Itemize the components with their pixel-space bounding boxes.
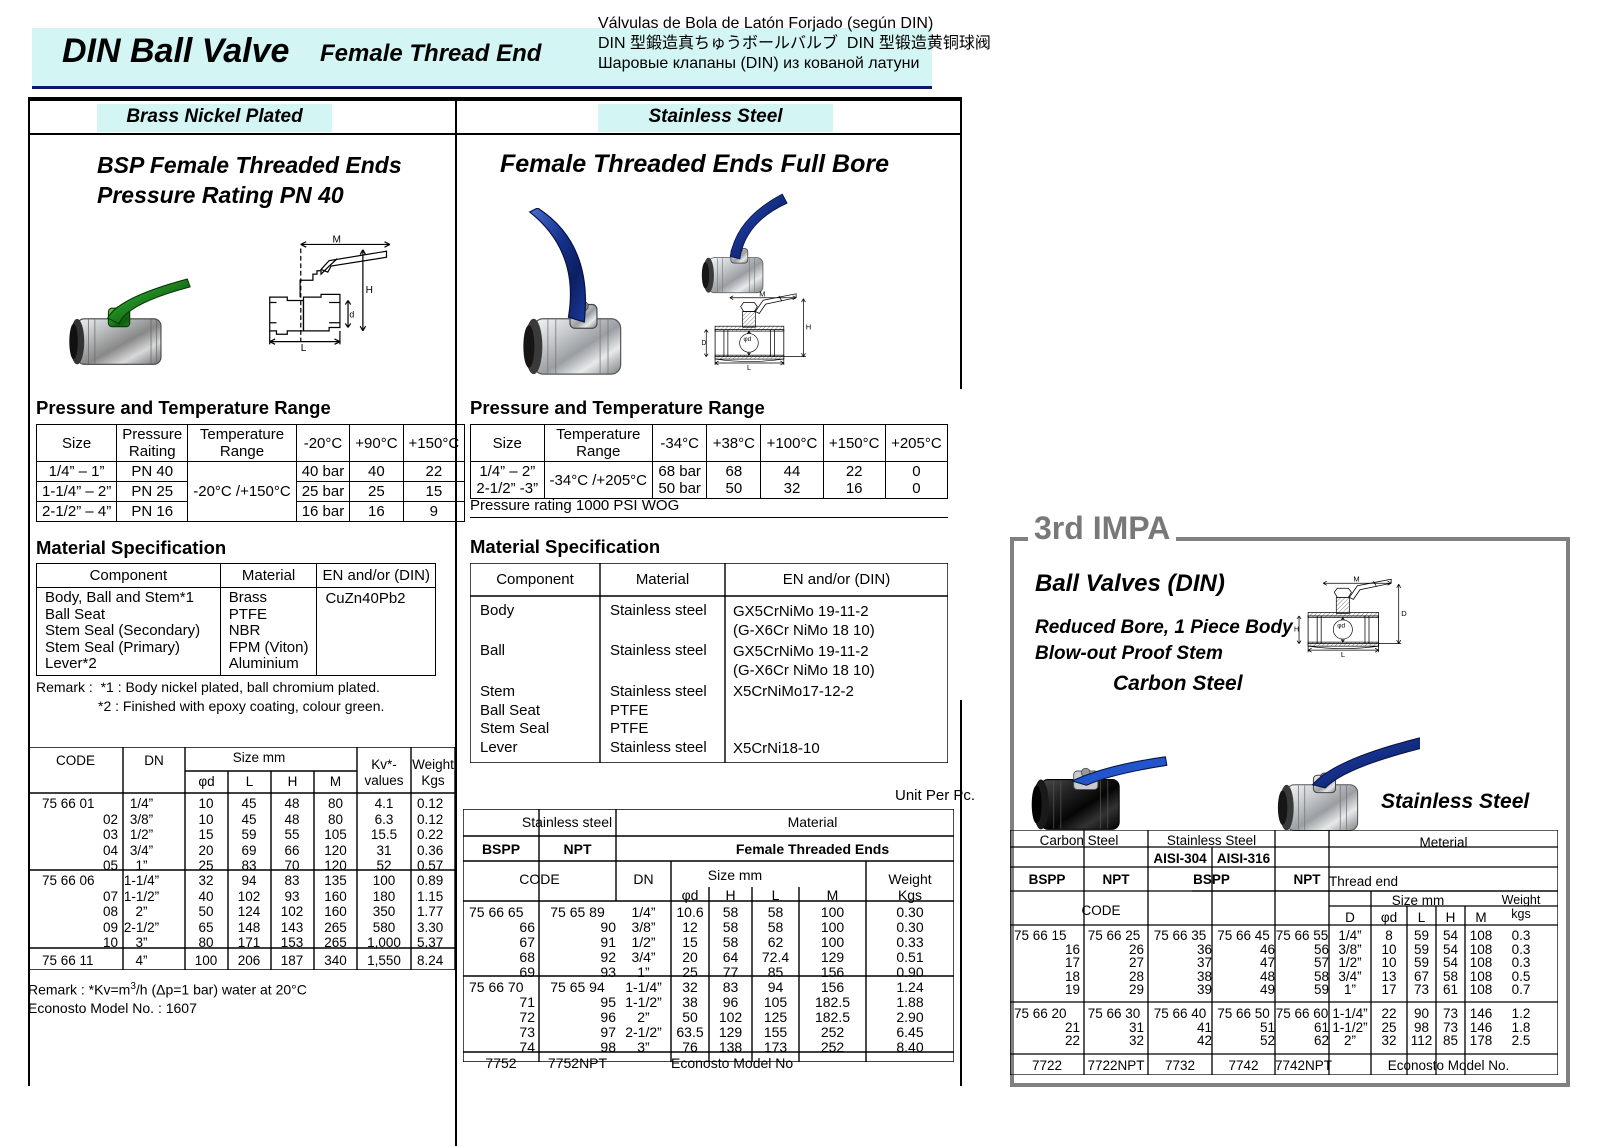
svg-text:D: D xyxy=(1401,609,1407,618)
svg-text:H: H xyxy=(366,285,373,296)
svg-text:M: M xyxy=(333,235,341,245)
svg-text:H: H xyxy=(1294,627,1299,634)
svg-text:D: D xyxy=(701,340,706,347)
svg-text:φd: φd xyxy=(744,336,752,343)
svg-text:M: M xyxy=(759,289,765,298)
svg-text:L: L xyxy=(1341,650,1345,659)
svg-text:H: H xyxy=(806,323,811,332)
svg-text:d: d xyxy=(349,309,354,319)
svg-text:φd: φd xyxy=(1337,623,1345,630)
svg-text:L: L xyxy=(747,363,751,372)
svg-text:L: L xyxy=(301,343,307,354)
svg-text:M: M xyxy=(1353,575,1359,584)
